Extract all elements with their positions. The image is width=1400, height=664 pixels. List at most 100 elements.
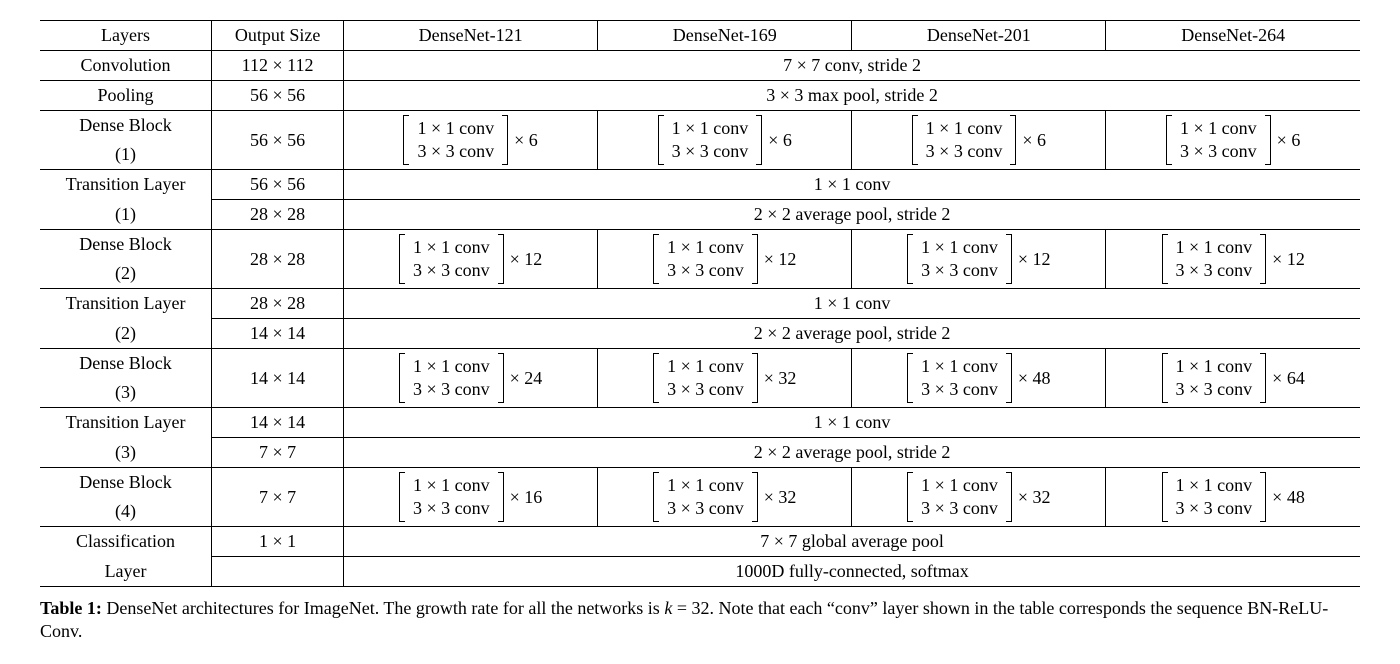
block-d169: 1 × 1 conv3 × 3 conv× 32: [598, 468, 852, 527]
cell-layer-sub: (4): [40, 497, 212, 527]
cell-layer: Dense Block: [40, 230, 212, 260]
block-d201: 1 × 1 conv3 × 3 conv× 12: [852, 230, 1106, 289]
block-d264: 1 × 1 conv3 × 3 conv× 6: [1106, 111, 1360, 170]
row-tr1-a: Transition Layer 56 × 56 1 × 1 conv: [40, 170, 1360, 200]
conv2: 3 × 3 conv: [921, 259, 998, 282]
cell-span: 1 × 1 conv: [344, 170, 1360, 200]
cell-out: 7 × 7: [212, 468, 344, 527]
conv2: 3 × 3 conv: [1176, 259, 1253, 282]
row-db4-a: Dense Block 7 × 7 1 × 1 conv3 × 3 conv× …: [40, 468, 1360, 498]
cell-layer-sub: (1): [40, 200, 212, 230]
conv1: 1 × 1 conv: [413, 474, 490, 497]
block-d121: 1 × 1 conv3 × 3 conv × 24: [344, 349, 598, 408]
cell-span: 7 × 7 global average pool: [344, 527, 1360, 557]
cell-span: 2 × 2 average pool, stride 2: [344, 438, 1360, 468]
conv1: 1 × 1 conv: [672, 117, 749, 140]
caption-text1: DenseNet architectures for ImageNet. The…: [102, 598, 664, 618]
mult: × 16: [510, 487, 543, 508]
conv1: 1 × 1 conv: [667, 355, 744, 378]
cell-span: 1 × 1 conv: [344, 289, 1360, 319]
cell-layer-sub: Layer: [40, 557, 212, 587]
cell-out: 7 × 7: [212, 438, 344, 468]
conv1: 1 × 1 conv: [926, 117, 1003, 140]
block-d169: 1 × 1 conv3 × 3 conv× 12: [598, 230, 852, 289]
block-d201: 1 × 1 conv3 × 3 conv× 6: [852, 111, 1106, 170]
hdr-d264: DenseNet-264: [1106, 21, 1360, 51]
mult: × 6: [1022, 130, 1046, 151]
mult: × 6: [514, 130, 538, 151]
row-tr3-b: (3) 7 × 7 2 × 2 average pool, stride 2: [40, 438, 1360, 468]
hdr-d121: DenseNet-121: [344, 21, 598, 51]
mult: × 6: [1277, 130, 1301, 151]
block-d169: 1 × 1 conv3 × 3 conv × 32: [598, 349, 852, 408]
conv2: 3 × 3 conv: [413, 378, 490, 401]
header-row: Layers Output Size DenseNet-121 DenseNet…: [40, 21, 1360, 51]
conv2: 3 × 3 conv: [667, 378, 744, 401]
cell-out: 28 × 28: [212, 230, 344, 289]
block-d201: 1 × 1 conv3 × 3 conv × 48: [852, 349, 1106, 408]
cell-layer: Transition Layer: [40, 289, 212, 319]
cell-layer-sub: (2): [40, 319, 212, 349]
densenet-table: Layers Output Size DenseNet-121 DenseNet…: [40, 20, 1360, 587]
cell-out: 56 × 56: [212, 111, 344, 170]
mult: × 12: [764, 249, 797, 270]
row-tr3-a: Transition Layer 14 × 14 1 × 1 conv: [40, 408, 1360, 438]
conv1: 1 × 1 conv: [1180, 117, 1257, 140]
conv2: 3 × 3 conv: [921, 497, 998, 520]
conv2: 3 × 3 conv: [1176, 378, 1253, 401]
row-db2-a: Dense Block 28 × 28 1 × 1 conv3 × 3 conv…: [40, 230, 1360, 260]
mult: × 12: [510, 249, 543, 270]
hdr-output: Output Size: [212, 21, 344, 51]
mult: × 24: [510, 368, 543, 389]
cell-layer: Dense Block: [40, 111, 212, 141]
mult: × 32: [764, 368, 797, 389]
cell-layer: Transition Layer: [40, 408, 212, 438]
mult: × 48: [1272, 487, 1305, 508]
cell-out: 56 × 56: [212, 170, 344, 200]
cell-span: 2 × 2 average pool, stride 2: [344, 319, 1360, 349]
block-d121: 1 × 1 conv3 × 3 conv × 6: [344, 111, 598, 170]
mult: × 48: [1018, 368, 1051, 389]
row-tr1-b: (1) 28 × 28 2 × 2 average pool, stride 2: [40, 200, 1360, 230]
block-d121: 1 × 1 conv3 × 3 conv× 12: [344, 230, 598, 289]
block-d169: 1 × 1 conv3 × 3 conv× 6: [598, 111, 852, 170]
cell-span: 1000D fully-connected, softmax: [344, 557, 1360, 587]
row-tr2-a: Transition Layer 28 × 28 1 × 1 conv: [40, 289, 1360, 319]
mult: × 6: [768, 130, 792, 151]
hdr-d169: DenseNet-169: [598, 21, 852, 51]
cell-span: 2 × 2 average pool, stride 2: [344, 200, 1360, 230]
block-d264: 1 × 1 conv3 × 3 conv× 64: [1106, 349, 1360, 408]
table-caption: Table 1: DenseNet architectures for Imag…: [40, 597, 1360, 644]
row-cls-b: Layer 1000D fully-connected, softmax: [40, 557, 1360, 587]
cell-layer: Convolution: [40, 51, 212, 81]
conv1: 1 × 1 conv: [413, 355, 490, 378]
cell-out: 14 × 14: [212, 319, 344, 349]
conv1: 1 × 1 conv: [921, 355, 998, 378]
cell-out: 14 × 14: [212, 408, 344, 438]
cell-layer: Classification: [40, 527, 212, 557]
cell-out-empty: [212, 557, 344, 587]
cell-layer-sub: (1): [40, 140, 212, 170]
block-d264: 1 × 1 conv3 × 3 conv× 48: [1106, 468, 1360, 527]
conv1: 1 × 1 conv: [667, 474, 744, 497]
cell-out: 112 × 112: [212, 51, 344, 81]
block-d201: 1 × 1 conv3 × 3 conv× 32: [852, 468, 1106, 527]
cell-out: 28 × 28: [212, 200, 344, 230]
cell-layer: Transition Layer: [40, 170, 212, 200]
block-d121: 1 × 1 conv3 × 3 conv× 16: [344, 468, 598, 527]
conv1: 1 × 1 conv: [921, 474, 998, 497]
conv1: 1 × 1 conv: [667, 236, 744, 259]
mult: × 12: [1272, 249, 1305, 270]
conv2: 3 × 3 conv: [921, 378, 998, 401]
conv2: 3 × 3 conv: [417, 140, 494, 163]
conv1: 1 × 1 conv: [413, 236, 490, 259]
cell-layer: Dense Block: [40, 468, 212, 498]
conv1: 1 × 1 conv: [1176, 236, 1253, 259]
cell-layer-sub: (3): [40, 438, 212, 468]
conv1: 1 × 1 conv: [417, 117, 494, 140]
conv1: 1 × 1 conv: [1176, 474, 1253, 497]
hdr-d201: DenseNet-201: [852, 21, 1106, 51]
row-convolution: Convolution 112 × 112 7 × 7 conv, stride…: [40, 51, 1360, 81]
conv2: 3 × 3 conv: [667, 497, 744, 520]
row-db3-a: Dense Block 14 × 14 1 × 1 conv3 × 3 conv…: [40, 349, 1360, 379]
